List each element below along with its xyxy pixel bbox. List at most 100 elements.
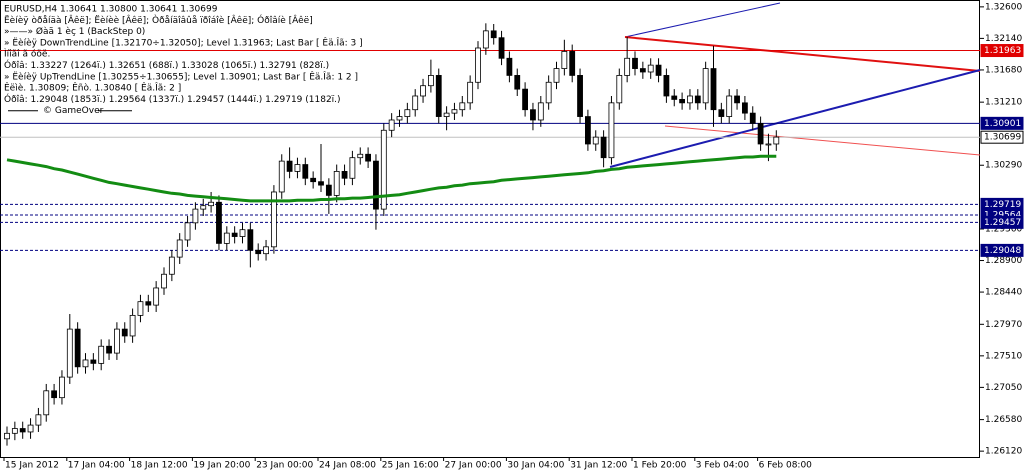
candle-body <box>380 129 387 210</box>
level-label: 1.29048 <box>984 246 1021 256</box>
candle-body <box>592 136 599 145</box>
candle-body <box>514 75 521 90</box>
candle-body <box>176 239 183 258</box>
candle-body <box>608 102 615 159</box>
y-tick-label: 1.28900 <box>985 256 1022 266</box>
candle-body <box>412 95 419 111</box>
candle-body <box>561 51 568 69</box>
candle-body <box>255 249 262 255</box>
candle-body <box>616 75 623 104</box>
candle-body <box>200 205 207 210</box>
channel-line <box>624 2 781 38</box>
candle-body <box>278 160 285 193</box>
candle-body <box>671 95 678 100</box>
info-line: © GameOver <box>43 106 104 116</box>
candle-body <box>208 201 215 207</box>
x-tick-label: 30 Jan 04:00 <box>507 461 564 470</box>
x-tick-label: 17 Jan 04:00 <box>68 461 125 470</box>
candle-body <box>742 102 748 114</box>
y-tick-label: 1.27050 <box>985 383 1022 393</box>
candle-body <box>600 136 607 159</box>
candle-body <box>577 75 583 117</box>
y-tick-label: 1.31680 <box>985 65 1022 75</box>
info-line: »——» Øàã 1 èç 1 (BackStep 0) <box>4 26 145 37</box>
info-line: Êëìè. 1.30809; Êñò. 1.30840 [ Êä.Îã: 2 ] <box>4 82 181 94</box>
level-label: 1.29564 <box>984 211 1021 221</box>
plot <box>0 2 981 446</box>
candle-body <box>624 57 631 76</box>
candle-body <box>726 95 733 117</box>
y-tick-label: 1.29360 <box>985 225 1022 235</box>
x-tick-label: 27 Jan 00:00 <box>445 461 502 470</box>
candle-body <box>59 376 65 399</box>
level-box <box>980 44 1024 58</box>
info-line: Ëèíèÿ òðåíäà [Âêë]; Ëèíèè [Âêë]; Òðåíäîâ… <box>4 14 313 26</box>
candle-body <box>585 116 591 145</box>
candle-body <box>404 109 411 117</box>
plot-frame <box>0 0 980 458</box>
candle-body <box>388 119 395 131</box>
candle-body <box>27 424 34 433</box>
candle-body <box>286 160 293 172</box>
candle-body <box>396 116 403 121</box>
x-tick-label: 25 Jan 16:00 <box>382 461 439 470</box>
candle-body <box>365 153 372 162</box>
candle-body <box>639 68 646 73</box>
candle-body <box>51 390 57 399</box>
candle-body <box>506 57 513 76</box>
candle-body <box>663 75 670 97</box>
level-label: 1.29719 <box>984 200 1021 210</box>
x-tick-label: 1 Feb 20:00 <box>633 461 687 470</box>
y-tick-label: 1.27510 <box>985 351 1022 361</box>
info-line: Óðîâ: 1.33227 (1264ï.) 1.32651 (688ï.) 1… <box>4 59 329 71</box>
candle-body <box>443 112 450 117</box>
candle-body <box>530 109 536 121</box>
candle-body <box>632 57 638 69</box>
candle-body <box>773 136 780 145</box>
candle-body <box>679 99 685 104</box>
level-label: 1.30699 <box>984 133 1021 143</box>
candle-body <box>114 328 120 354</box>
candle-body <box>373 160 379 210</box>
candle-body <box>427 75 434 87</box>
candle-body <box>655 64 662 76</box>
x-tick-label: 24 Jan 08:00 <box>319 461 376 470</box>
x-tick-label: 18 Jan 12:00 <box>131 461 188 470</box>
candle-body <box>325 184 332 196</box>
info-line: EURUSD,H4 1.30641 1.30800 1.30641 1.3069… <box>4 5 218 15</box>
candle-body <box>694 95 701 104</box>
candle-body <box>341 171 348 179</box>
candle-body <box>749 112 756 124</box>
info-line: Ìíîãî ã óöë. <box>4 48 50 60</box>
x-tick-label: 3 Feb 04:00 <box>696 461 750 470</box>
candle-body <box>19 428 26 433</box>
candle-body <box>451 109 458 114</box>
candle-body <box>216 201 222 244</box>
candle-body <box>537 102 544 121</box>
candle-body <box>459 102 466 111</box>
candle-body <box>106 345 112 354</box>
candle-body <box>168 256 175 275</box>
candle-body <box>420 85 426 97</box>
y-tick-label: 1.30290 <box>985 161 1022 171</box>
info-line: Óðîâ: 1.29048 (1853ï.) 1.29564 (1337ï.) … <box>4 93 341 105</box>
candle-body <box>247 229 254 251</box>
y-tick-label: 1.32140 <box>985 34 1022 44</box>
candle-body <box>184 222 191 241</box>
candle-body <box>545 81 552 104</box>
candle-body <box>710 68 717 111</box>
candle-body <box>11 428 18 434</box>
level-label: 1.31963 <box>984 46 1021 56</box>
candle-body <box>647 64 654 73</box>
x-tick-label: 15 Jan 2012 <box>5 461 59 470</box>
candle-body <box>310 177 317 183</box>
up-trend-line <box>609 69 981 168</box>
y-tick-label: 1.32600 <box>985 2 1022 12</box>
candle-body <box>553 68 560 83</box>
candle-body <box>82 359 89 368</box>
candle-body <box>43 390 50 416</box>
info-panel: EURUSD,H4 1.30641 1.30800 1.30641 1.3069… <box>4 5 363 117</box>
candle-body <box>35 414 42 426</box>
